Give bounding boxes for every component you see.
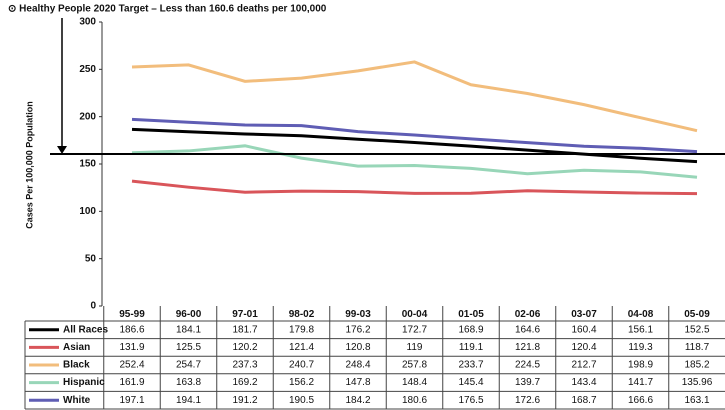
x-tick-label: 95-99	[119, 309, 145, 320]
data-label: 161.9	[119, 377, 144, 388]
data-label: 191.2	[232, 395, 257, 406]
data-label: 119.1	[459, 342, 484, 353]
data-label: 169.2	[232, 377, 257, 388]
x-tick-label: 01-05	[458, 309, 484, 320]
data-label: 156.2	[289, 377, 314, 388]
data-label: 184.2	[345, 395, 370, 406]
x-tick-label: 02-06	[515, 309, 541, 320]
y-tick-label: 250	[79, 64, 96, 75]
legend-label: Hispanic	[63, 377, 105, 388]
chart-title: ⊙ Healthy People 2020 Target – Less than…	[8, 4, 327, 15]
data-label: 198.9	[628, 360, 653, 371]
data-label: 152.5	[684, 324, 709, 335]
data-label: 119.3	[628, 342, 653, 353]
data-label: 190.5	[289, 395, 314, 406]
data-label: 194.1	[176, 395, 201, 406]
data-label: 179.8	[289, 324, 314, 335]
series-line	[131, 179, 698, 196]
legend-label: White	[63, 395, 91, 406]
data-label: 240.7	[289, 360, 314, 371]
y-tick-label: 100	[79, 206, 96, 217]
data-label: 164.6	[515, 324, 540, 335]
data-label: 172.7	[402, 324, 427, 335]
x-tick-label: 99-03	[345, 309, 371, 320]
data-label: 131.9	[119, 342, 144, 353]
data-label: 163.8	[176, 377, 201, 388]
data-label: 120.4	[571, 342, 596, 353]
y-axis-label: Cases Per 100,000 Population	[24, 101, 34, 229]
x-tick-label: 98-02	[289, 309, 315, 320]
y-tick-label: 200	[79, 111, 96, 122]
series-line	[131, 117, 698, 154]
data-label: 186.6	[119, 324, 144, 335]
x-tick-label: 96-00	[176, 309, 202, 320]
y-tick-label: 150	[79, 159, 96, 170]
data-label: 181.7	[232, 324, 257, 335]
legend-label: All Races	[63, 324, 108, 335]
data-label: 148.4	[402, 377, 427, 388]
data-label: 176.2	[345, 324, 370, 335]
data-label: 168.9	[458, 324, 483, 335]
data-label: 248.4	[345, 360, 370, 371]
x-tick-label: 05-09	[684, 309, 710, 320]
data-label: 125.5	[176, 342, 201, 353]
data-label: 168.7	[571, 395, 596, 406]
data-label: 254.7	[176, 360, 201, 371]
x-tick-label: 03-07	[571, 309, 597, 320]
data-label: 252.4	[119, 360, 144, 371]
data-label: 212.7	[571, 360, 596, 371]
x-tick-label: 97-01	[232, 309, 258, 320]
data-label: 160.4	[571, 324, 596, 335]
data-label: 141.7	[628, 377, 653, 388]
data-label: 163.1	[684, 395, 709, 406]
series-line	[131, 144, 698, 179]
series-line	[131, 60, 698, 133]
data-label: 118.7	[685, 342, 710, 353]
data-label: 121.4	[289, 342, 314, 353]
data-label: 145.4	[458, 377, 483, 388]
data-label: 184.1	[176, 324, 201, 335]
arrow-head	[57, 145, 67, 154]
data-label: 147.8	[345, 377, 370, 388]
y-tick-label: 300	[79, 17, 96, 28]
y-tick-label: 0	[90, 301, 96, 312]
legend-label: Asian	[63, 342, 90, 353]
data-label: 237.3	[232, 360, 257, 371]
series-line	[131, 127, 698, 164]
data-label: 176.5	[458, 395, 483, 406]
x-tick-label: 04-08	[628, 309, 654, 320]
data-label: 166.6	[628, 395, 653, 406]
data-label: 180.6	[402, 395, 427, 406]
data-label: 233.7	[458, 360, 483, 371]
data-label: 143.4	[571, 377, 596, 388]
data-label: 185.2	[684, 360, 709, 371]
data-label: 156.1	[628, 324, 653, 335]
y-tick-label: 50	[85, 253, 97, 264]
data-label: 224.5	[515, 360, 540, 371]
data-label: 120.8	[345, 342, 370, 353]
data-label: 135.96	[682, 377, 713, 388]
data-label: 120.2	[232, 342, 257, 353]
x-tick-label: 00-04	[402, 309, 428, 320]
data-label: 119	[407, 342, 423, 353]
data-label: 197.1	[119, 395, 144, 406]
data-label: 121.8	[515, 342, 540, 353]
data-label: 139.7	[515, 377, 540, 388]
data-label: 172.6	[515, 395, 540, 406]
data-label: 257.8	[402, 360, 427, 371]
legend-label: Black	[63, 360, 90, 371]
